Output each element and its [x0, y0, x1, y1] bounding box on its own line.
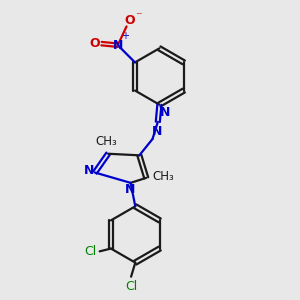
Text: CH₃: CH₃: [96, 135, 117, 148]
Text: ⁻: ⁻: [135, 10, 142, 23]
Text: Cl: Cl: [84, 245, 96, 258]
Text: O: O: [89, 37, 100, 50]
Text: O: O: [124, 14, 135, 27]
Text: N: N: [125, 183, 135, 196]
Text: N: N: [112, 39, 123, 52]
Text: Cl: Cl: [125, 280, 137, 293]
Text: +: +: [121, 32, 129, 41]
Text: N: N: [160, 106, 170, 119]
Text: CH₃: CH₃: [153, 170, 174, 183]
Text: N: N: [83, 164, 94, 178]
Text: N: N: [152, 125, 162, 138]
